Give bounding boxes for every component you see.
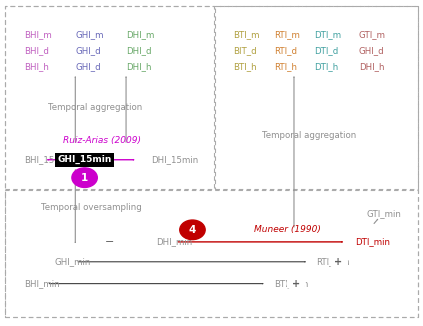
Text: RTI_min: RTI_min [316, 257, 350, 266]
Text: BHI_h: BHI_h [25, 62, 49, 71]
Circle shape [100, 235, 118, 249]
Text: +: + [334, 257, 343, 267]
Circle shape [329, 255, 348, 269]
Text: 4: 4 [189, 225, 196, 235]
Text: Temporal aggregation: Temporal aggregation [262, 131, 356, 140]
Text: DTI_min: DTI_min [355, 237, 390, 246]
Text: GTI_m: GTI_m [359, 30, 386, 39]
Text: GHI_m: GHI_m [75, 30, 104, 39]
Text: BHI_d: BHI_d [25, 46, 49, 55]
Text: GTI_min: GTI_min [367, 209, 401, 218]
Text: +: + [292, 279, 300, 289]
Text: GHI_d: GHI_d [359, 46, 385, 55]
Text: GHI_min: GHI_min [55, 257, 91, 266]
Text: DTI_h: DTI_h [314, 62, 338, 71]
Text: Temporal oversampling: Temporal oversampling [41, 202, 141, 212]
Text: Ruiz-Arias (2009): Ruiz-Arias (2009) [63, 136, 140, 145]
Text: BHI_min: BHI_min [25, 279, 60, 288]
Text: DHI_min: DHI_min [156, 237, 192, 246]
Text: DTI_m: DTI_m [314, 30, 341, 39]
Circle shape [72, 168, 97, 187]
Text: BTI_min: BTI_min [274, 279, 308, 288]
Text: DHI_d: DHI_d [126, 46, 151, 55]
Text: BHI_m: BHI_m [25, 30, 52, 39]
Text: RTI_m: RTI_m [274, 30, 300, 39]
Text: GHI_d: GHI_d [75, 62, 101, 71]
Text: Temporal aggregation: Temporal aggregation [48, 103, 142, 112]
Text: DHI_m: DHI_m [126, 30, 154, 39]
Text: −: − [104, 237, 114, 247]
Text: DHI_h: DHI_h [126, 62, 151, 71]
Text: DTI_d: DTI_d [314, 46, 338, 55]
Text: BTI_h: BTI_h [233, 62, 257, 71]
Text: BIT_d: BIT_d [233, 46, 257, 55]
Text: GHI_d: GHI_d [75, 46, 101, 55]
Text: DHI_h: DHI_h [359, 62, 384, 71]
Text: 1: 1 [81, 173, 88, 183]
Text: BTI_m: BTI_m [233, 30, 260, 39]
Text: BHI_15min: BHI_15min [25, 155, 71, 164]
Text: RTI_d: RTI_d [274, 46, 297, 55]
Text: GHI_15min: GHI_15min [58, 155, 112, 164]
Text: Muneer (1990): Muneer (1990) [254, 225, 321, 234]
Text: DHI_15min: DHI_15min [151, 155, 199, 164]
Text: RTI_h: RTI_h [274, 62, 297, 71]
Circle shape [180, 220, 205, 240]
Circle shape [287, 276, 305, 291]
